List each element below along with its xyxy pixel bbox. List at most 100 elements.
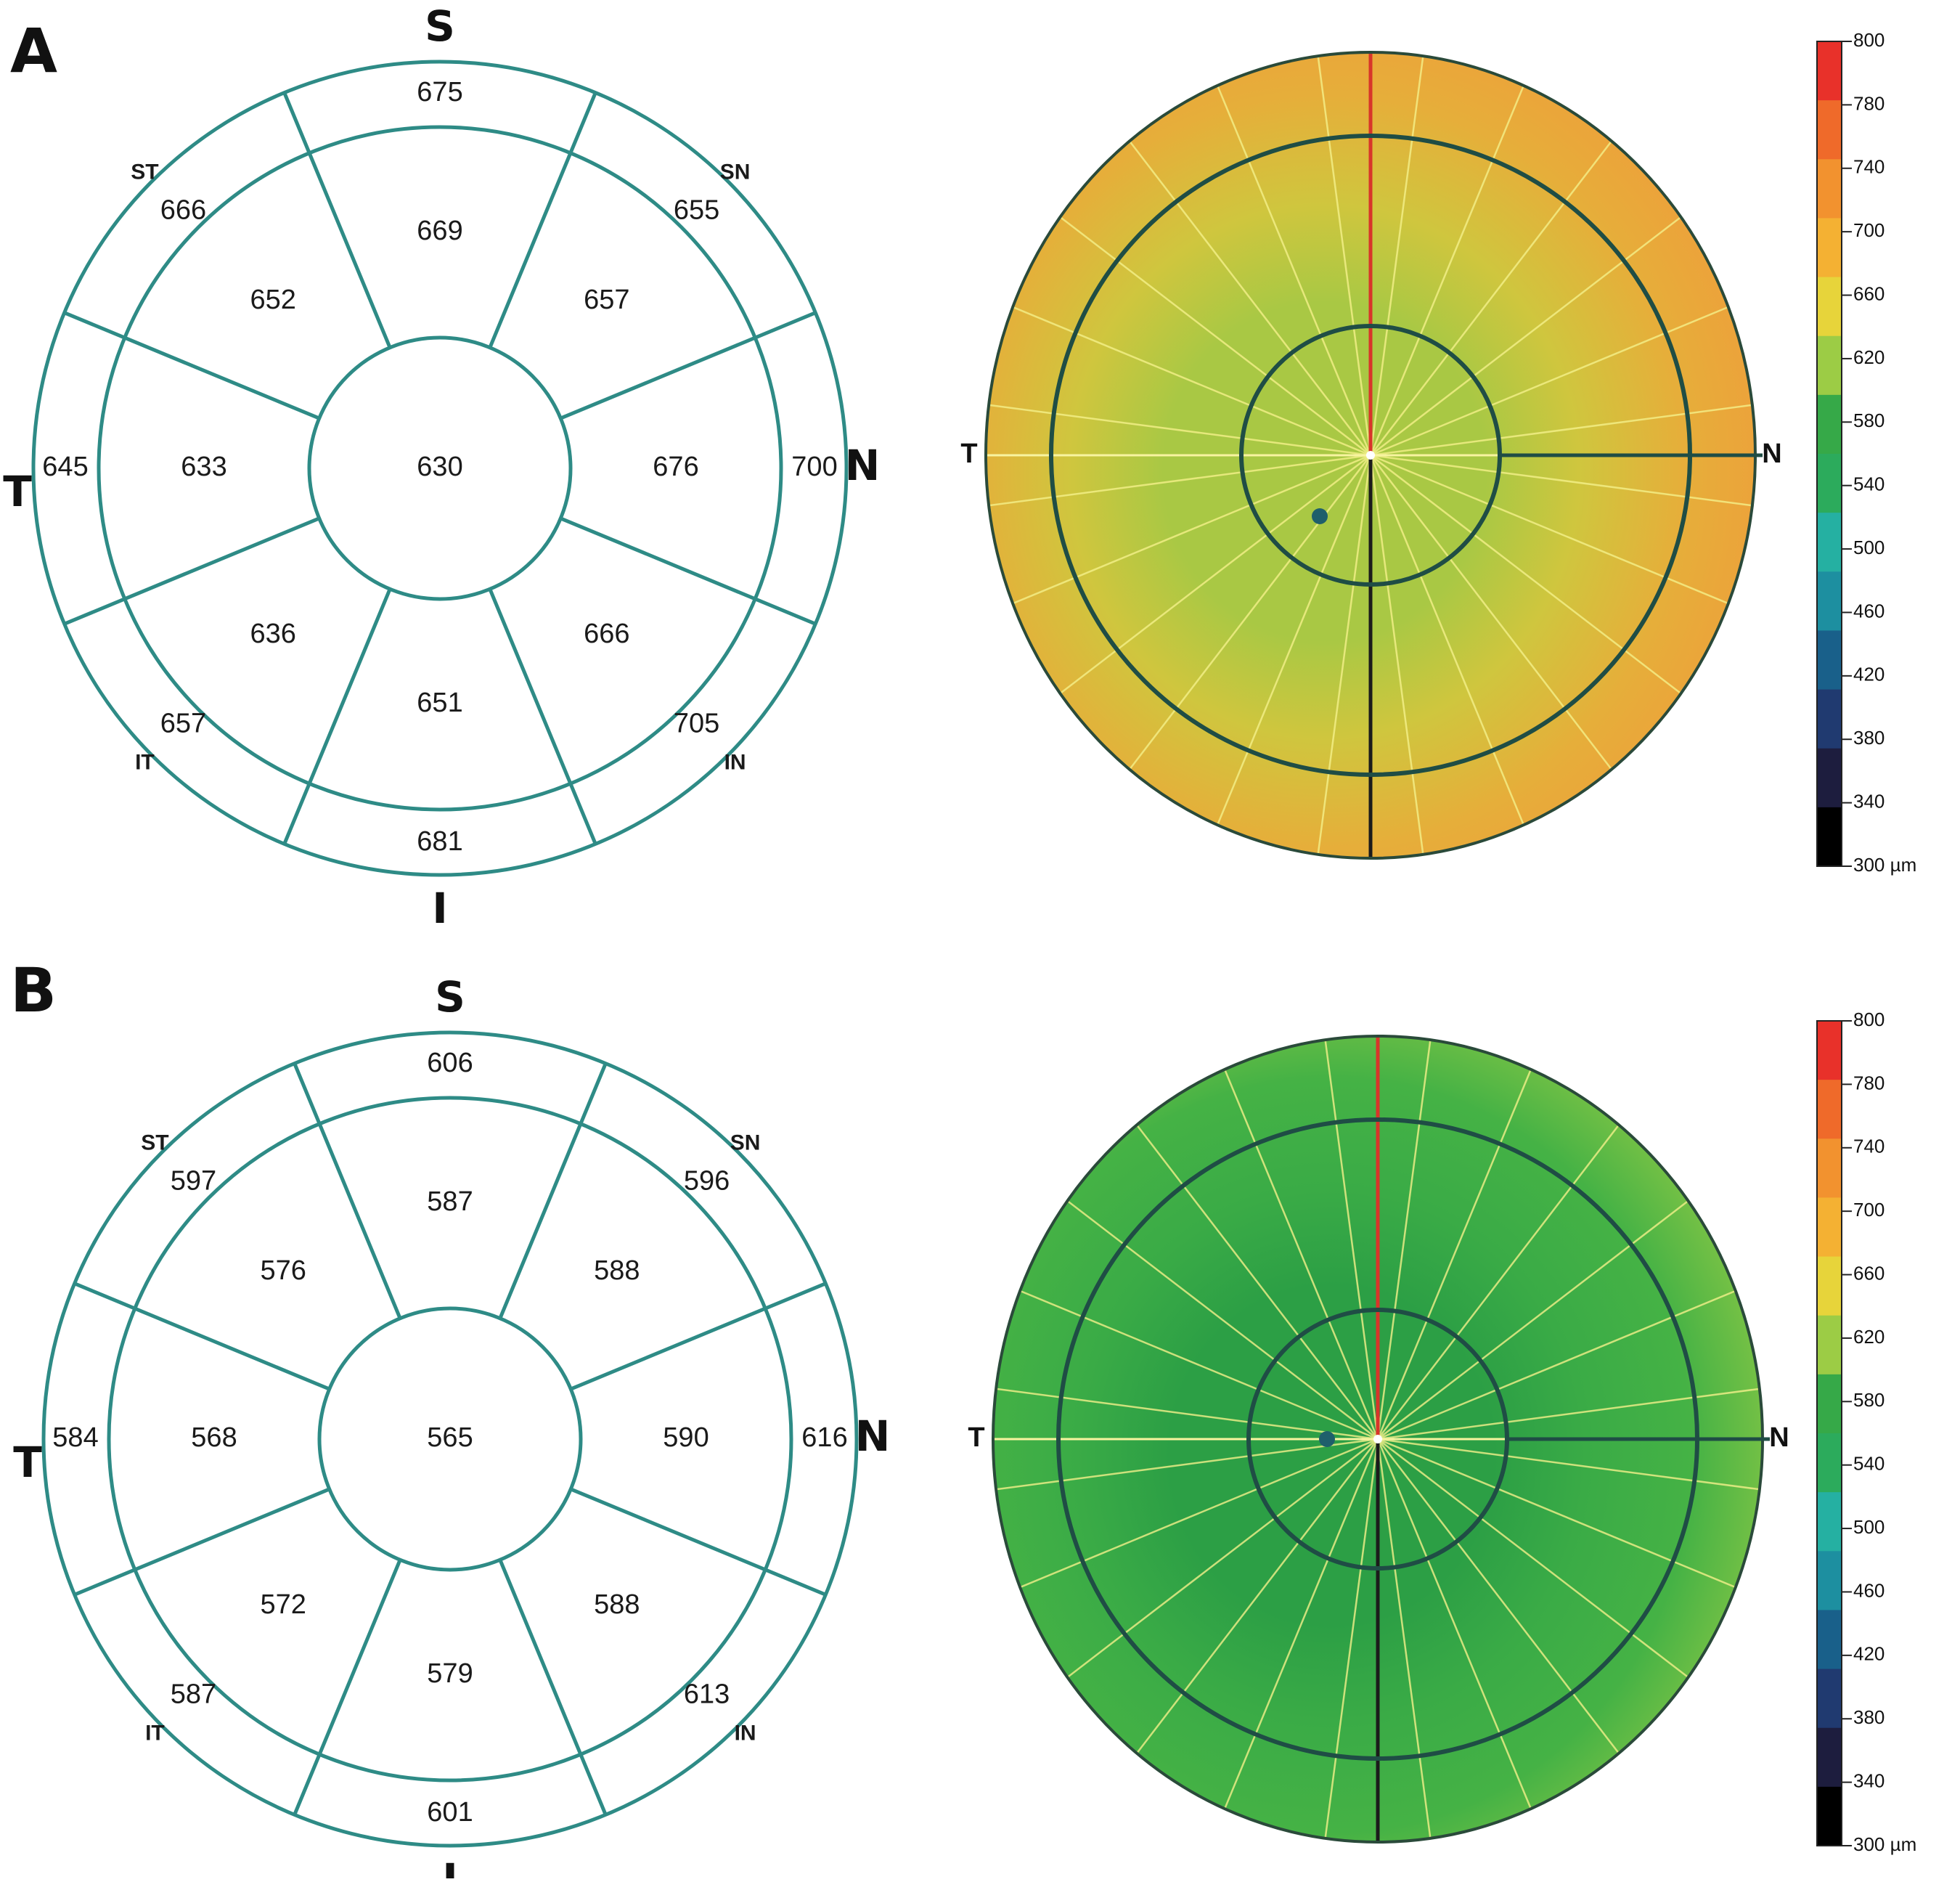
value-inner-inferior: 579 [427,1658,473,1689]
radial-scan-line [993,1271,1379,1441]
radial-scan-line [1377,1438,1763,1497]
panel-letter: A [10,15,58,86]
radial-scan-line [1377,1093,1644,1440]
scan-artifact-dot [1319,1431,1335,1447]
value-inner-superonasal: 657 [584,285,629,315]
scale-tick-label: 660 [1853,282,1885,304]
value-inner-inferior: 651 [417,688,462,718]
scale-band [1817,100,1842,160]
value-outer-temporal: 584 [52,1422,98,1453]
sector-boundary [293,1062,402,1319]
radial-scan-line [1377,1271,1763,1441]
radial-scan-line [1312,455,1372,858]
scale-band [1817,1492,1842,1552]
scale-tick-label: 420 [1853,664,1885,685]
scale-band [1817,1021,1842,1081]
scale-band [1817,159,1842,219]
value-outer-temporal: 645 [42,452,88,482]
central-circle [307,335,573,601]
scale-tick-label: 580 [1853,1389,1885,1411]
radial-scan-line [1032,1173,1379,1440]
value-outer-inferonasal: 613 [684,1679,730,1710]
map-direction-temporal: T [960,439,977,469]
value-inner-superonasal: 588 [594,1255,640,1286]
scale-tick-label: 780 [1853,92,1885,114]
outer-ring-circle [41,1030,859,1848]
radial-scan-line [993,1381,1379,1441]
panel-b-graphics: 565 590 616 588 596 587 606 576 597 568 584 572 587 5… [13,972,1916,1882]
radial-scan-line [1111,1093,1379,1440]
scale-band [1817,807,1842,867]
radial-scan-line [1377,1173,1724,1440]
value-outer-superonasal: 655 [674,195,719,225]
radial-scan-line [993,1438,1379,1607]
scale-tick-label: 800 [1853,1009,1885,1030]
inner-ring-circle [97,125,783,812]
radial-scan-line [1376,1438,1545,1842]
radial-scan-line [1024,455,1371,722]
radial-scan-line [1111,1438,1379,1785]
radial-scan-line [1032,1438,1379,1706]
scale-tick-label: 420 [1853,1643,1885,1665]
scale-tick-label: 700 [1853,219,1885,241]
sector-boundary [570,1487,827,1597]
direction-nasal: N [855,1412,891,1461]
scale-tick-label: 500 [1853,537,1885,558]
scale-tick-label: 740 [1853,156,1885,178]
value-center: 565 [427,1422,473,1453]
direction-inferior: I [432,884,448,933]
sector-boundary [488,588,597,845]
scan-artifact-dot [1312,508,1328,524]
radial-scan-line [1370,189,1717,456]
radial-scan-line [1104,109,1371,456]
value-outer-inferotemporal: 657 [160,709,206,739]
inner-ring-circle [107,1096,793,1783]
value-outer-inferior: 601 [427,1797,473,1828]
scale-band [1817,218,1842,278]
scale-band [1817,1669,1842,1729]
map-direction-temporal: T [968,1422,984,1453]
scale-tick-label: 340 [1853,1769,1885,1791]
radial-scan-line [1312,52,1372,456]
value-outer-superior: 606 [427,1048,473,1078]
sector-boundary [293,1559,402,1816]
value-inner-inferonasal: 588 [594,1589,640,1620]
scale-band [1817,1433,1842,1494]
scale-tick-label: 800 [1853,29,1885,51]
sector-boundary [498,1062,608,1319]
scale-tick-label: 660 [1853,1262,1885,1284]
radial-scan-line [1370,454,1755,513]
scale-band [1817,689,1842,749]
fovea-marker [1366,451,1375,460]
value-inner-temporal: 633 [181,452,226,482]
scale-tick-label: 460 [1853,600,1885,622]
value-outer-nasal: 700 [791,452,837,482]
scale-band [1817,571,1842,632]
scale-band [1817,41,1842,102]
scale-band [1817,630,1842,691]
value-inner-inferotemporal: 636 [250,619,295,649]
etdrs-grid: 565 590 616 588 596 587 606 576 597 568 584 572 587 5… [13,972,891,1882]
quadrant-label-inferotemporal: IT [145,1722,165,1745]
sector-boundary [498,1559,608,1816]
scale-tick-label: 460 [1853,1579,1885,1601]
scale-band [1817,1610,1842,1670]
scale-tick-label: 740 [1853,1136,1885,1157]
quadrant-label-superonasal: SN [720,160,751,184]
sector-boundary [570,1282,827,1391]
etdrs-grid: 630 676 700 657 655 669 675 652 666 633 645 636 657 6… [3,1,880,933]
radial-scan-line [1377,1438,1763,1607]
direction-superior: S [425,1,455,51]
value-inner-inferotemporal: 572 [260,1589,306,1620]
scale-tick-label: 340 [1853,790,1885,812]
panel-a-graphics: 630 676 700 657 655 669 675 652 666 633 645 636 657 6… [3,1,1916,933]
radial-scan-line [993,1438,1379,1497]
scale-band [1817,335,1842,396]
radial-scan-line [1376,1036,1545,1440]
radial-scan-line [1376,1036,1436,1440]
scale-band [1817,1727,1842,1788]
value-inner-nasal: 590 [663,1422,709,1453]
panel-letter: B [10,955,57,1026]
value-inner-superior: 669 [417,216,462,246]
